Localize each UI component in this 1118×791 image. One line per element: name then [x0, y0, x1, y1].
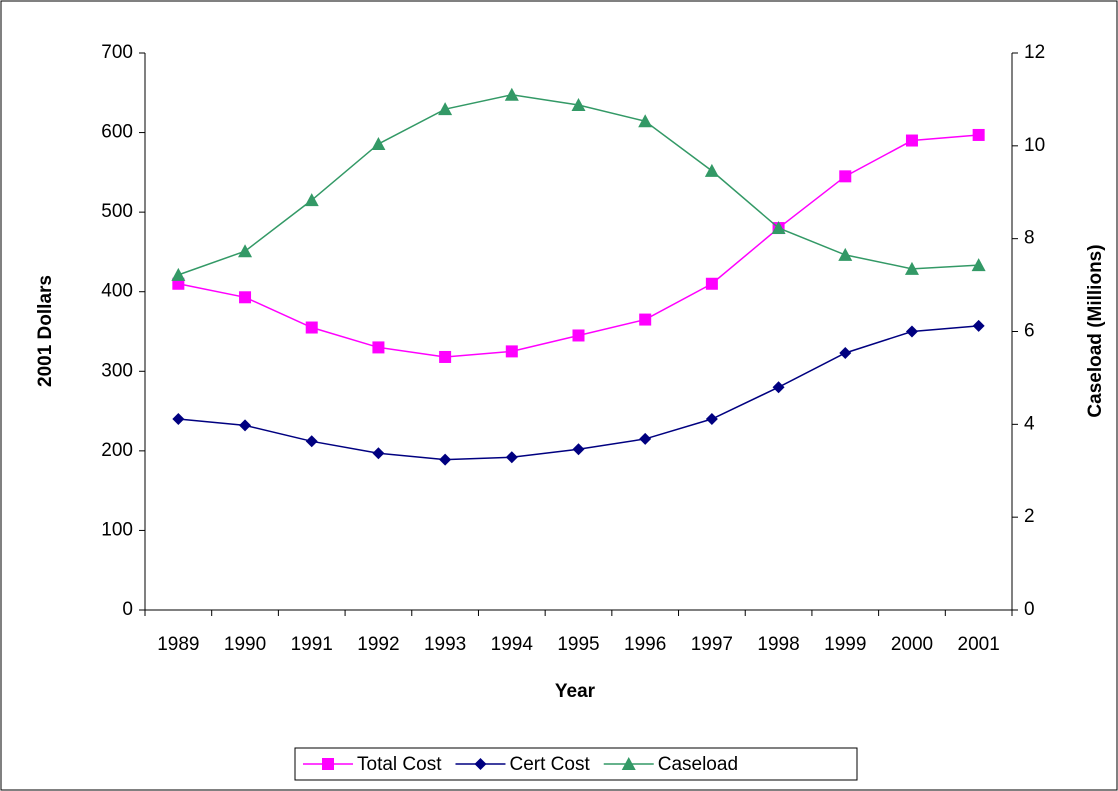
data-point	[638, 114, 653, 128]
data-point	[905, 325, 918, 338]
legend-box	[294, 747, 858, 781]
y2-tick-label: 8	[1024, 228, 1035, 249]
data-point	[838, 247, 853, 261]
data-point	[371, 136, 386, 150]
data-point	[439, 350, 452, 363]
data-point	[505, 345, 518, 358]
data-point	[972, 319, 985, 332]
y-tick-label: 200	[101, 440, 133, 461]
x-tick-label: 1996	[624, 634, 666, 655]
data-point	[439, 453, 452, 466]
y2-tick-label: 12	[1024, 42, 1045, 63]
y2-tick-label: 4	[1024, 413, 1035, 434]
y-tick-label: 0	[122, 599, 133, 620]
y2-tick-label: 2	[1024, 506, 1035, 527]
data-point	[372, 341, 385, 354]
legend-marker	[621, 757, 636, 770]
data-point	[239, 291, 252, 304]
data-point	[305, 435, 318, 448]
y-tick-label: 100	[101, 519, 133, 540]
x-tick-label: 1995	[557, 634, 599, 655]
y-tick-label: 700	[101, 42, 133, 63]
y-axis-label: 2001 Dollars	[35, 275, 56, 387]
data-point	[572, 443, 585, 456]
data-point	[372, 447, 385, 460]
x-tick-label: 1992	[357, 634, 399, 655]
data-point	[771, 220, 786, 234]
data-point	[571, 97, 586, 111]
x-tick-label: 1994	[491, 634, 534, 655]
data-point	[304, 193, 319, 207]
legend-label: Caseload	[658, 754, 738, 775]
x-tick-label: 2001	[958, 634, 1000, 655]
data-point	[639, 313, 652, 326]
data-point	[238, 244, 253, 258]
x-tick-label: 2000	[891, 634, 933, 655]
y-tick-label: 500	[101, 201, 133, 222]
y-tick-label: 600	[101, 122, 133, 143]
y-tick-label: 400	[101, 281, 133, 302]
x-tick-label: 1991	[291, 634, 333, 655]
y2-tick-label: 10	[1024, 135, 1045, 156]
x-tick-label: 1993	[424, 634, 466, 655]
data-point	[438, 102, 453, 116]
data-point	[904, 261, 919, 275]
data-point	[239, 419, 252, 432]
x-tick-label: 1998	[757, 634, 799, 655]
data-point	[905, 134, 918, 147]
data-point	[572, 329, 585, 342]
legend-label: Cert Cost	[509, 754, 590, 775]
data-point	[171, 267, 186, 281]
x-axis-label: Year	[555, 681, 596, 702]
data-point	[972, 128, 985, 141]
data-point	[839, 346, 852, 359]
data-point	[839, 170, 852, 183]
legend-marker	[322, 758, 334, 770]
data-point	[504, 87, 519, 101]
data-point	[704, 163, 719, 177]
x-tick-label: 1990	[224, 634, 266, 655]
legend-marker	[474, 758, 487, 770]
y-tick-label: 300	[101, 360, 133, 381]
data-point	[305, 321, 318, 334]
x-tick-label: 1989	[157, 634, 199, 655]
data-point	[705, 277, 718, 290]
x-tick-label: 1999	[824, 634, 866, 655]
y2-tick-label: 0	[1024, 599, 1035, 620]
data-point	[705, 413, 718, 426]
x-tick-label: 1997	[691, 634, 733, 655]
data-point	[639, 432, 652, 445]
y2-axis-label: Caseload (Millions)	[1085, 244, 1106, 417]
y2-tick-label: 6	[1024, 321, 1035, 342]
data-point	[772, 381, 785, 394]
data-point	[505, 451, 518, 464]
data-point	[971, 258, 986, 272]
data-point	[172, 413, 185, 426]
legend-label: Total Cost	[357, 754, 442, 775]
